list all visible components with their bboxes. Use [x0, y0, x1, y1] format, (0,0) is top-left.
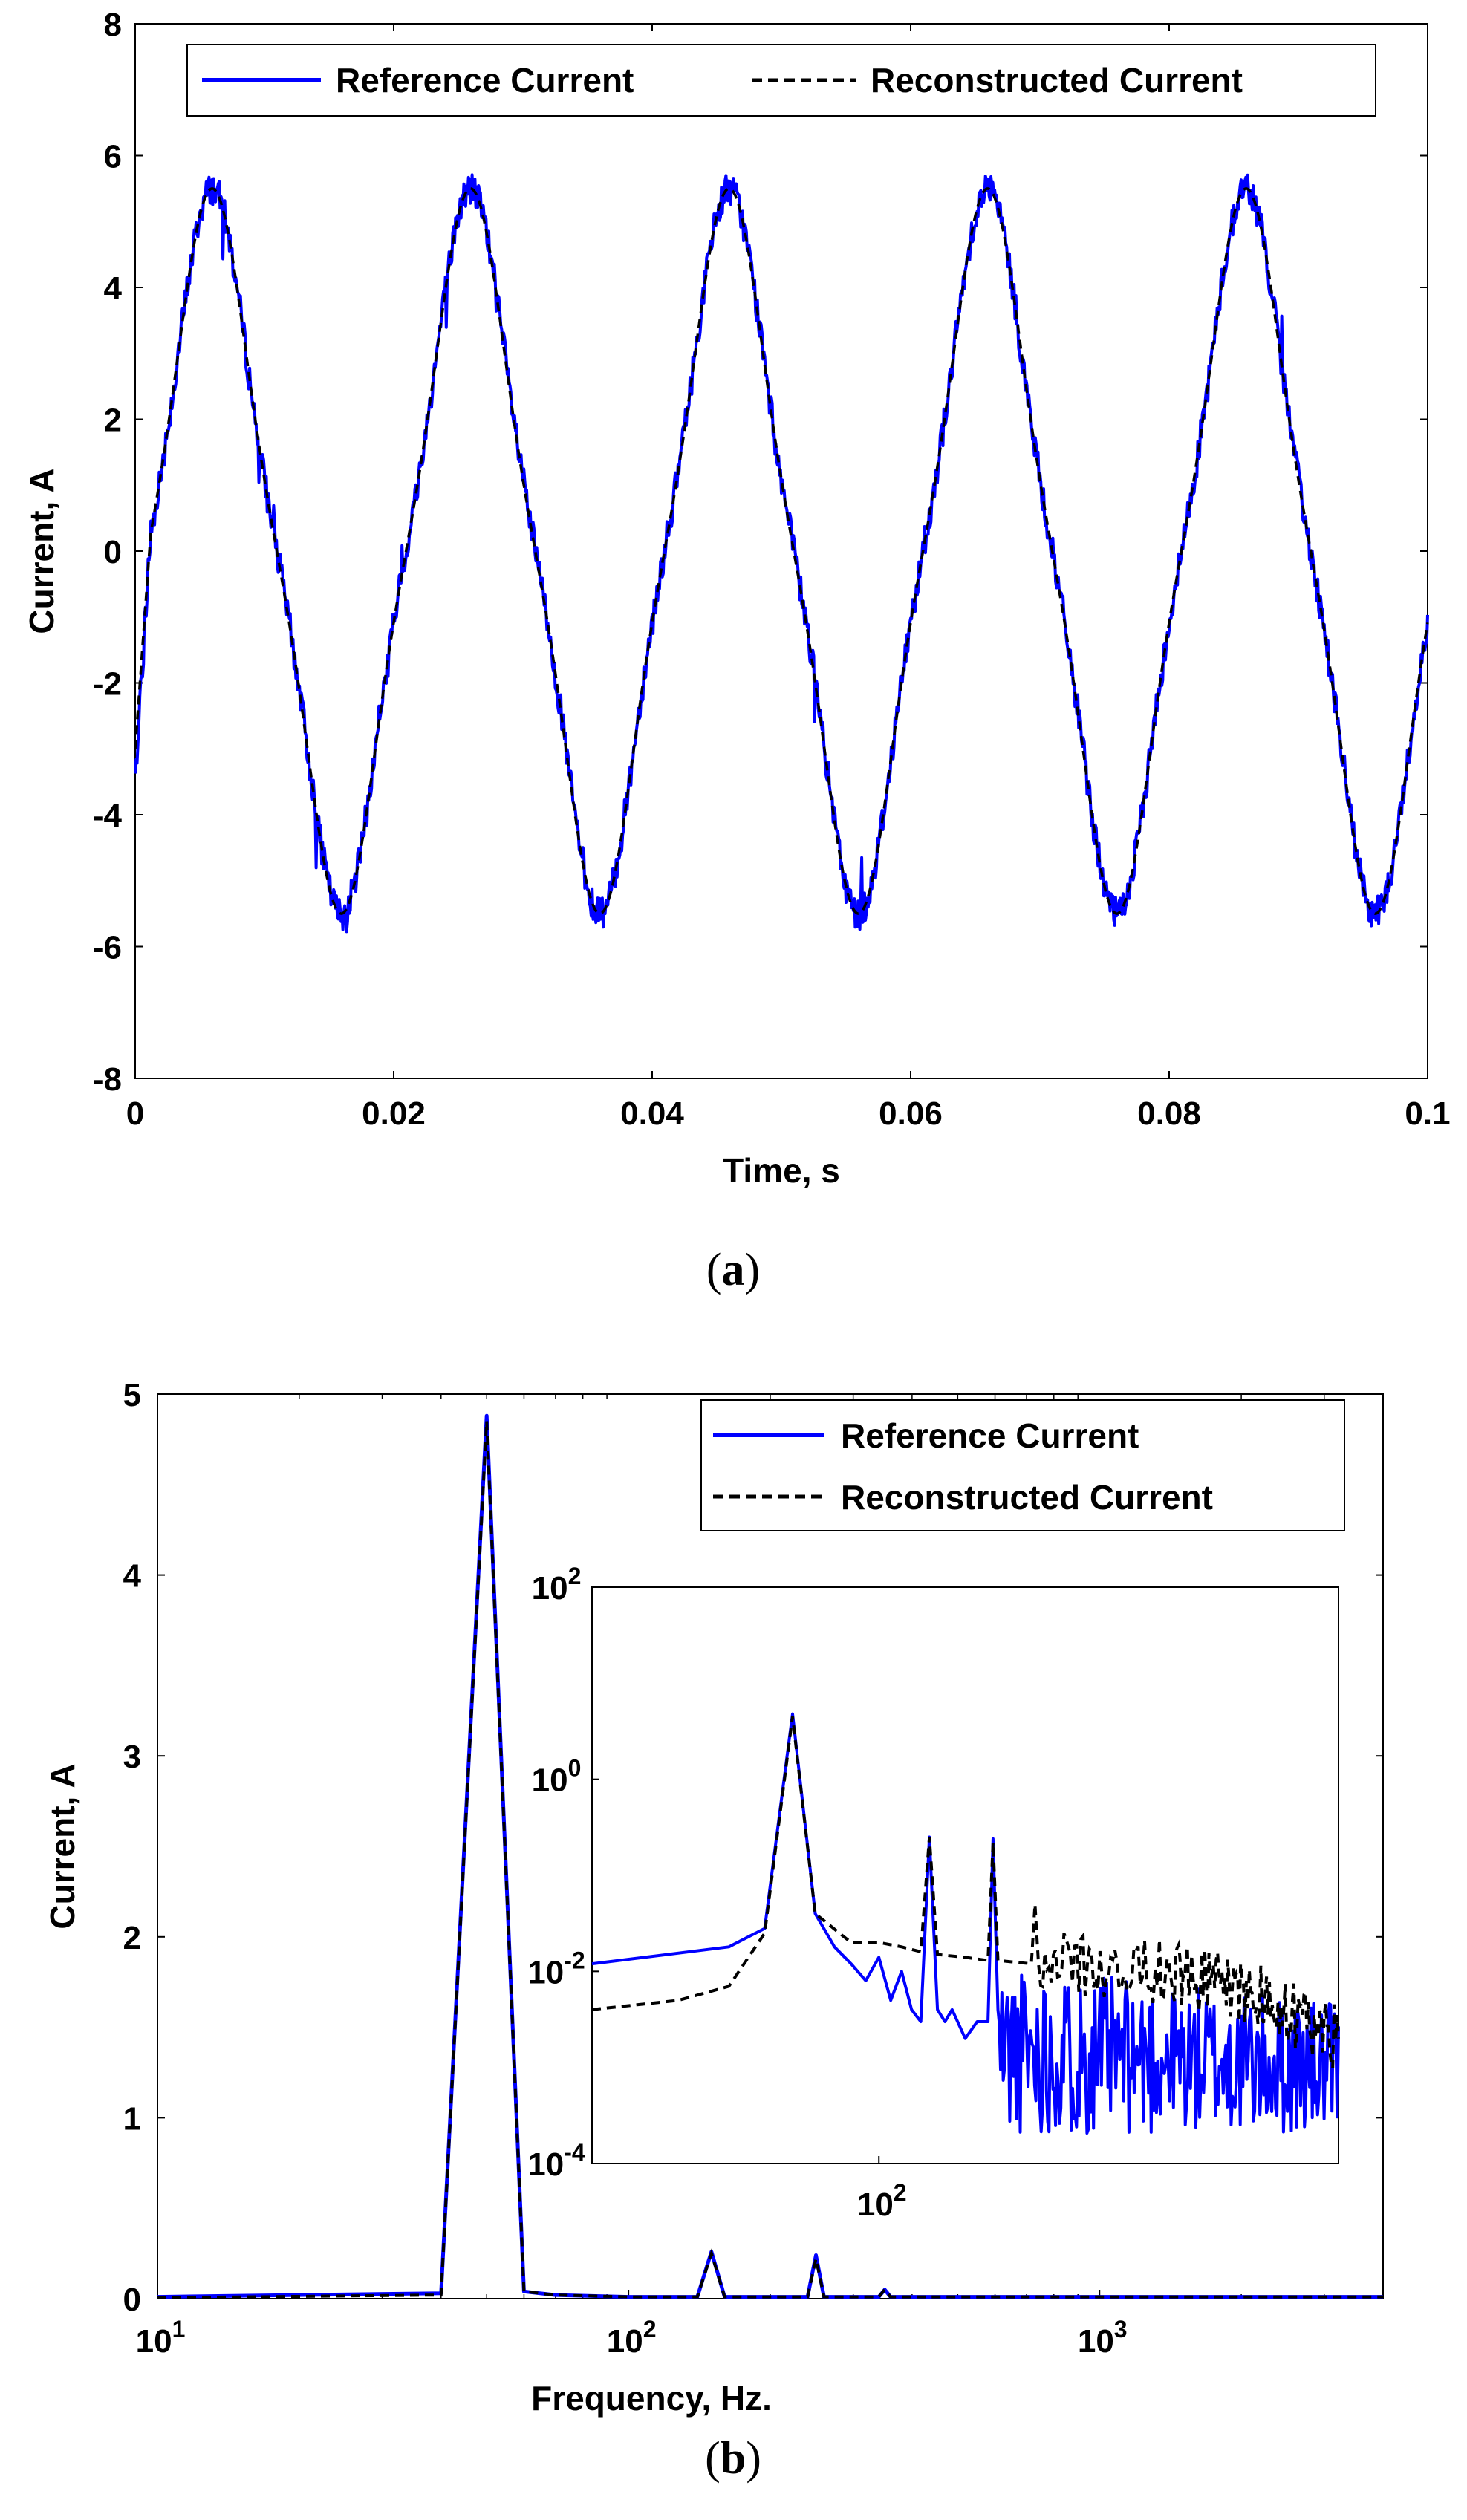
inset-series-reference-current: [591, 1712, 1340, 2135]
y-tick-label: 6: [104, 139, 122, 175]
y-tick-label: 1: [123, 2100, 141, 2137]
y-tick-label: -8: [93, 1061, 122, 1098]
y-tick-label: 4: [104, 270, 123, 307]
plot-area-a: [134, 23, 1428, 1079]
legend-label-reference: Reference Current: [841, 1416, 1139, 1455]
legend-label-reconstructed: Reconstructed Current: [841, 1478, 1213, 1517]
x-tick-label: 0.06: [879, 1095, 943, 1132]
caption-b: (b): [705, 2433, 761, 2484]
y-tick-label: 2: [104, 403, 122, 439]
legend-label-reference: Reference Current: [336, 61, 634, 100]
inset-y-tick-label: 10-4: [527, 2139, 585, 2183]
legend-box: [700, 1399, 1345, 1531]
y-tick-label: 3: [123, 1739, 141, 1775]
series-line-reconstructed-current: [134, 187, 1429, 915]
y-tick-label: -6: [93, 930, 122, 966]
series-line-reconstructed-current: [157, 1421, 1383, 2299]
x-tick-label: 102: [607, 2316, 657, 2360]
inset-x-tick-label: 102: [857, 2179, 907, 2223]
x-tick-label: 103: [1078, 2316, 1128, 2360]
x-tick-label: 0.1: [1405, 1095, 1450, 1132]
y-tick-label: 0: [104, 534, 122, 570]
x-tick-label: 0.02: [362, 1095, 426, 1132]
legend-a: Reference Current Reconstructed Current: [186, 44, 1376, 117]
y-axis-label: Current, A: [22, 468, 61, 634]
inset-y-tick-label: 102: [532, 1563, 582, 1606]
y-tick-label: 4: [123, 1558, 142, 1595]
x-tick-label: 101: [136, 2316, 186, 2360]
y-tick-label: 5: [123, 1377, 141, 1413]
x-tick-label: 0.08: [1137, 1095, 1201, 1132]
y-tick-label: 8: [104, 7, 122, 43]
y-tick-label: -4: [93, 798, 123, 834]
x-tick-label: 0: [126, 1095, 144, 1132]
y-tick-label: 0: [123, 2282, 141, 2318]
x-axis-label: Time, s: [723, 1151, 840, 1190]
y-axis-label: Current, A: [43, 1763, 82, 1929]
x-axis-label: Frequency, Hz.: [531, 2379, 772, 2418]
inset-y-tick-label: 10-2: [527, 1947, 585, 1990]
panel-a: 0 0.02 0.04 0.06 0.08 0.1 -8 -6 -4 -2 0 2 4 6 8 Time, s…: [22, 7, 1451, 1295]
inset-y-tick-label: 100: [532, 1755, 582, 1799]
x-tick-label: 0.04: [620, 1095, 684, 1132]
caption-a: (a): [706, 1245, 760, 1295]
y-tick-label: 2: [123, 1920, 141, 1956]
legend-b: Reference Current Reconstructed Current: [700, 1399, 1345, 1531]
inset-chart: 102 100 10-2 10-4 102: [527, 1563, 1340, 2223]
legend-label-reconstructed: Reconstructed Current: [871, 61, 1243, 100]
y-tick-label: -2: [93, 666, 122, 703]
legend-box: [186, 44, 1376, 117]
panel-b: 101 102 103 0 1 2 3 4 5 Frequency, Hz. Current, A 1…: [43, 1377, 1384, 2484]
